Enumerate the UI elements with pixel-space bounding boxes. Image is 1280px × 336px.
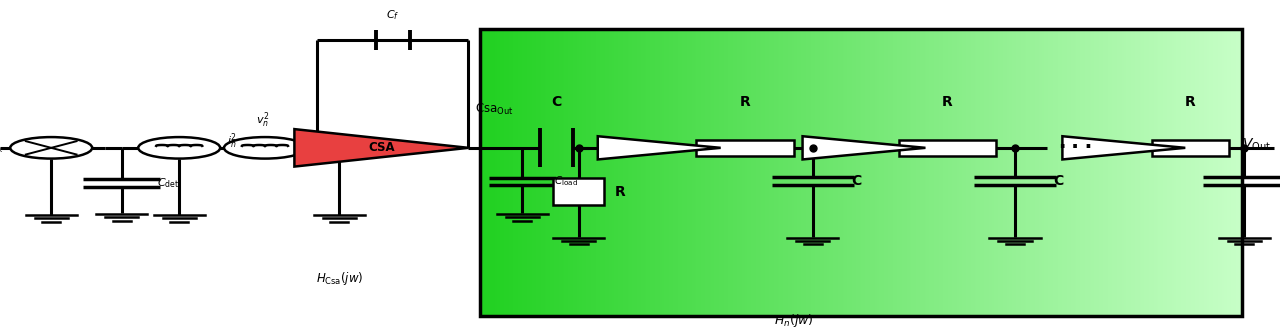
Bar (553, 178, 604, 205)
Polygon shape (598, 136, 721, 160)
Text: R: R (740, 95, 750, 109)
Text: $C_f$: $C_f$ (387, 8, 399, 22)
Bar (1152, 140, 1229, 156)
Polygon shape (803, 136, 925, 160)
Text: R: R (1185, 95, 1196, 109)
Circle shape (138, 137, 220, 159)
Text: R: R (614, 184, 625, 199)
Text: ···: ··· (1055, 138, 1096, 158)
Bar (480, 29, 1242, 316)
Text: $C_{\rm load}$: $C_{\rm load}$ (554, 174, 579, 188)
Text: CSA: CSA (369, 141, 394, 154)
Polygon shape (294, 129, 468, 167)
Circle shape (10, 137, 92, 159)
Text: $H_n(jw)$: $H_n(jw)$ (773, 312, 814, 329)
Text: C: C (1053, 174, 1064, 188)
Text: $v_n^2$: $v_n^2$ (256, 110, 269, 130)
Bar (899, 140, 996, 156)
Bar (696, 140, 794, 156)
Text: $V_{\rm Out}$: $V_{\rm Out}$ (1242, 136, 1271, 153)
Text: $i_{\rm leak}$: $i_{\rm leak}$ (0, 141, 4, 155)
Text: C: C (552, 95, 562, 109)
Polygon shape (1062, 136, 1185, 160)
Text: Csa$_{\rm Out}$: Csa$_{\rm Out}$ (475, 102, 513, 117)
Text: C: C (851, 174, 861, 188)
Text: R: R (942, 95, 952, 109)
Text: $C_{\rm det}$: $C_{\rm det}$ (157, 176, 180, 190)
Text: $i_n^2$: $i_n^2$ (227, 131, 237, 151)
Text: $H_{\rm Csa}(jw)$: $H_{\rm Csa}(jw)$ (316, 270, 362, 287)
Circle shape (224, 137, 306, 159)
